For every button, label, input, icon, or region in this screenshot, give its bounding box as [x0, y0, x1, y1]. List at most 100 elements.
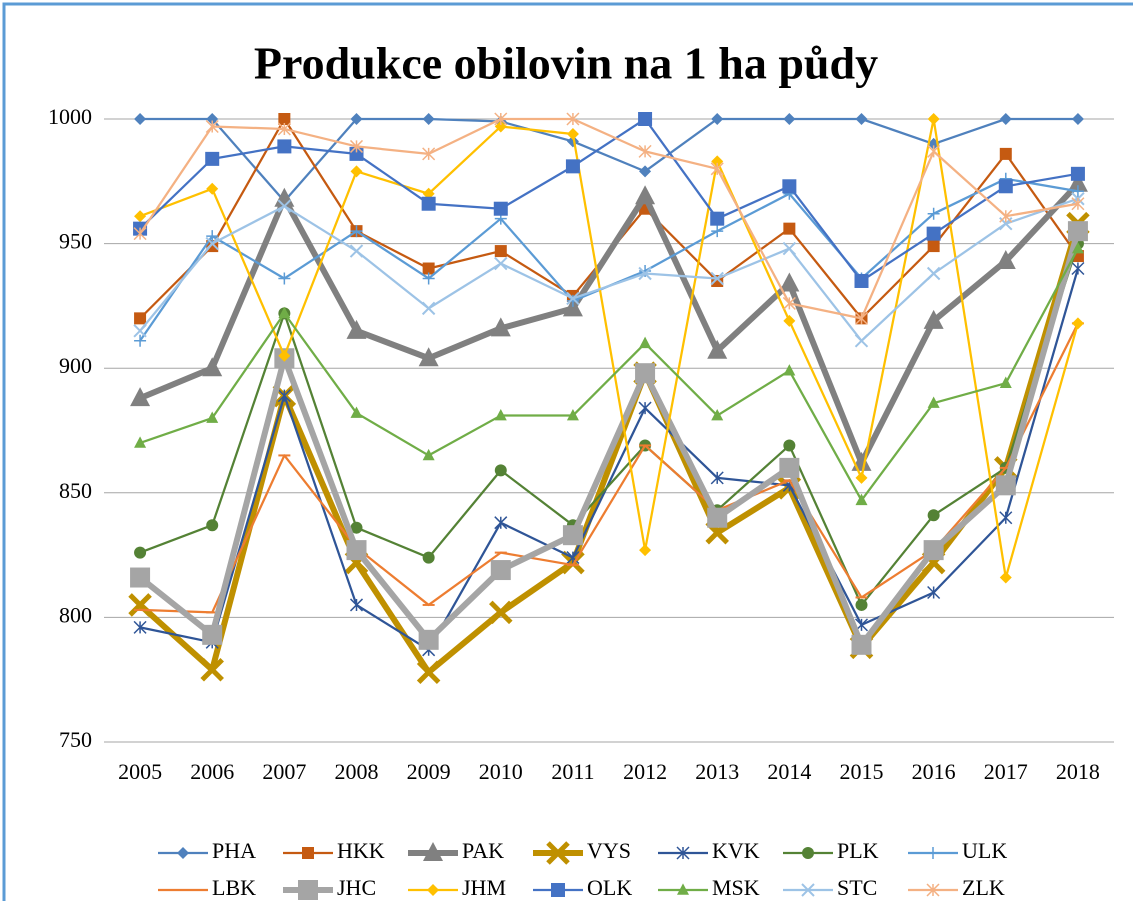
- marker: [639, 265, 652, 278]
- y-tick-label: 1000: [48, 104, 92, 129]
- marker: [494, 408, 507, 421]
- marker: [418, 347, 439, 367]
- x-tick-label: 2011: [551, 759, 594, 784]
- marker: [134, 210, 147, 223]
- series-line: [139, 197, 1079, 342]
- legend-label: JHM: [462, 875, 506, 900]
- marker: [421, 301, 436, 316]
- series-line: [139, 243, 1079, 607]
- series-line: [140, 117, 1078, 203]
- marker: [711, 408, 724, 421]
- x-tick-label: 2012: [623, 759, 667, 784]
- marker: [782, 179, 797, 194]
- marker: [421, 196, 436, 211]
- marker: [422, 113, 435, 125]
- x-tick-label: 2013: [695, 759, 739, 784]
- marker: [302, 847, 314, 859]
- marker: [349, 139, 364, 153]
- marker: [566, 291, 580, 306]
- series-line: [139, 248, 1079, 502]
- marker: [783, 364, 796, 376]
- marker: [346, 319, 367, 339]
- marker: [418, 629, 439, 650]
- marker: [926, 266, 941, 281]
- x-tick-label: 2015: [840, 759, 884, 784]
- marker: [1071, 261, 1085, 276]
- marker: [855, 471, 868, 484]
- marker: [278, 349, 291, 362]
- marker: [134, 113, 147, 125]
- marker: [278, 306, 291, 319]
- marker: [927, 396, 940, 408]
- x-tick-label: 2008: [335, 759, 379, 784]
- x-tick-label: 2016: [912, 759, 956, 784]
- marker: [1067, 172, 1088, 192]
- legend-label: HKK: [337, 838, 385, 863]
- marker: [134, 312, 147, 325]
- marker: [635, 185, 656, 205]
- marker: [639, 544, 652, 557]
- marker: [493, 201, 508, 216]
- marker: [779, 457, 800, 478]
- series: [133, 112, 1085, 325]
- x-tick-label: 2018: [1056, 759, 1100, 784]
- marker: [494, 120, 507, 133]
- y-tick-label: 900: [59, 353, 92, 378]
- legend-label: OLK: [587, 875, 632, 900]
- marker: [855, 113, 868, 125]
- marker: [995, 475, 1016, 496]
- marker: [206, 230, 219, 243]
- marker: [711, 113, 724, 125]
- marker: [566, 127, 579, 140]
- marker: [177, 847, 189, 859]
- marker: [422, 551, 435, 564]
- marker: [1071, 197, 1085, 211]
- marker: [566, 551, 580, 565]
- marker: [416, 660, 441, 684]
- series-line: [139, 117, 1079, 320]
- marker: [205, 119, 219, 134]
- marker: [277, 139, 292, 154]
- legend-label: LBK: [212, 875, 256, 900]
- marker: [711, 225, 724, 238]
- marker: [707, 339, 728, 359]
- y-tick-label: 850: [59, 478, 92, 503]
- marker: [200, 657, 224, 682]
- marker: [350, 165, 363, 178]
- x-tick-label: 2014: [767, 759, 811, 784]
- marker: [422, 262, 435, 275]
- marker: [855, 493, 868, 506]
- marker: [999, 376, 1012, 388]
- marker: [710, 271, 724, 286]
- marker: [566, 294, 579, 307]
- marker: [999, 113, 1012, 125]
- marker: [206, 519, 219, 532]
- legend-label: PAK: [462, 838, 504, 863]
- y-tick-label: 750: [59, 727, 92, 752]
- marker: [349, 244, 364, 258]
- marker: [350, 113, 363, 125]
- marker: [1071, 185, 1084, 198]
- series-line: [138, 230, 1081, 648]
- legend-label: STC: [837, 875, 877, 900]
- legend-label: MSK: [712, 875, 760, 900]
- marker: [638, 144, 652, 158]
- marker: [202, 624, 223, 645]
- marker: [202, 357, 223, 377]
- marker: [851, 634, 872, 655]
- marker: [639, 165, 652, 178]
- marker: [130, 387, 151, 407]
- x-tick-label: 2010: [479, 759, 523, 784]
- legend-label: JHC: [337, 875, 376, 900]
- marker: [350, 225, 363, 238]
- marker: [926, 883, 940, 897]
- marker: [923, 309, 944, 329]
- marker: [802, 847, 814, 859]
- marker: [855, 598, 868, 611]
- x-tick-label: 2006: [190, 759, 234, 784]
- marker: [278, 272, 291, 285]
- marker: [278, 113, 291, 125]
- marker: [783, 222, 796, 235]
- marker: [130, 567, 151, 588]
